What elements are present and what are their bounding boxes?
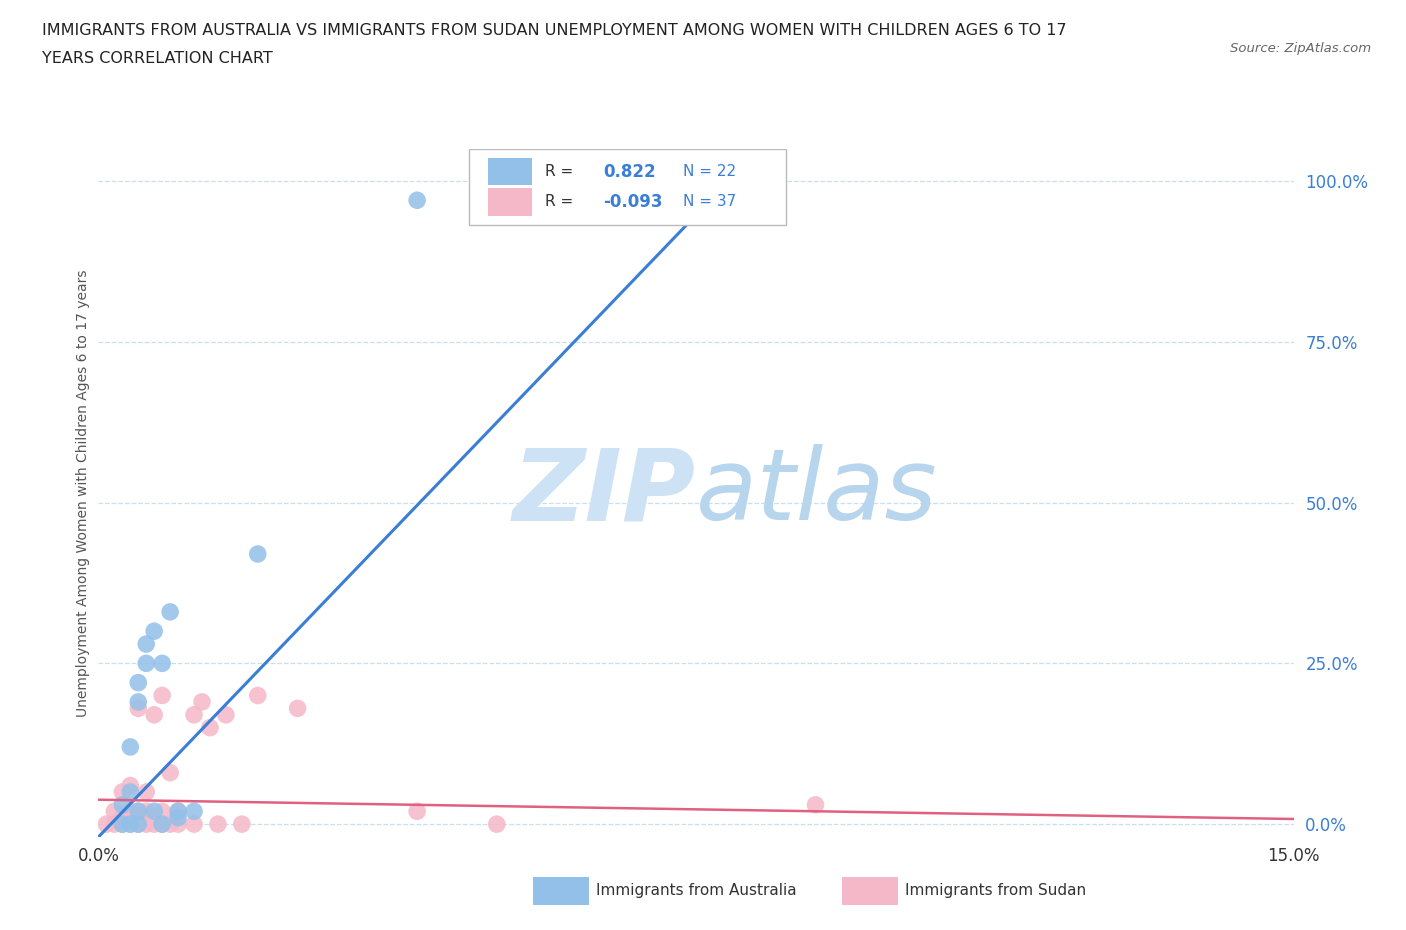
Point bbox=[135, 804, 157, 818]
Point bbox=[127, 675, 149, 690]
Point bbox=[135, 785, 157, 800]
Point bbox=[159, 817, 181, 831]
Point bbox=[183, 804, 205, 818]
Point bbox=[167, 810, 190, 825]
Point bbox=[246, 547, 269, 562]
Point bbox=[143, 804, 166, 818]
Point bbox=[198, 720, 221, 735]
Point bbox=[111, 817, 134, 831]
Text: Source: ZipAtlas.com: Source: ZipAtlas.com bbox=[1230, 42, 1371, 55]
Text: Immigrants from Australia: Immigrants from Australia bbox=[596, 884, 797, 898]
Point bbox=[127, 804, 149, 818]
Point bbox=[111, 810, 134, 825]
Point bbox=[143, 624, 166, 639]
Point bbox=[191, 695, 214, 710]
Point bbox=[167, 804, 190, 818]
Point bbox=[120, 804, 142, 818]
Text: ZIP: ZIP bbox=[513, 445, 696, 541]
Point bbox=[111, 797, 134, 812]
Point bbox=[406, 804, 429, 818]
Point bbox=[96, 817, 118, 831]
Point bbox=[150, 817, 173, 831]
Point bbox=[120, 785, 142, 800]
Point bbox=[183, 708, 205, 723]
Point bbox=[120, 778, 142, 793]
Point bbox=[167, 817, 190, 831]
Point bbox=[485, 817, 508, 831]
Point bbox=[127, 817, 149, 831]
Text: 0.822: 0.822 bbox=[603, 163, 655, 180]
Point bbox=[127, 695, 149, 710]
Point bbox=[246, 688, 269, 703]
Point bbox=[724, 174, 747, 189]
Point bbox=[127, 701, 149, 716]
Point bbox=[135, 656, 157, 671]
Text: -0.093: -0.093 bbox=[603, 193, 662, 211]
Point bbox=[120, 817, 142, 831]
Point bbox=[159, 604, 181, 619]
Point bbox=[120, 739, 142, 754]
Point bbox=[135, 637, 157, 652]
Point bbox=[231, 817, 253, 831]
Point bbox=[120, 817, 142, 831]
Point bbox=[150, 817, 173, 831]
Text: N = 37: N = 37 bbox=[683, 194, 737, 209]
Point bbox=[215, 708, 238, 723]
Point bbox=[111, 817, 134, 831]
Point bbox=[207, 817, 229, 831]
Point bbox=[150, 688, 173, 703]
Point bbox=[287, 701, 309, 716]
Point bbox=[143, 708, 166, 723]
Point bbox=[135, 817, 157, 831]
Point bbox=[103, 817, 125, 831]
Point bbox=[143, 817, 166, 831]
Point bbox=[127, 804, 149, 818]
Point bbox=[804, 797, 827, 812]
Text: YEARS CORRELATION CHART: YEARS CORRELATION CHART bbox=[42, 51, 273, 66]
FancyBboxPatch shape bbox=[488, 158, 533, 185]
Point bbox=[406, 193, 429, 207]
Text: R =: R = bbox=[546, 194, 574, 209]
Y-axis label: Unemployment Among Women with Children Ages 6 to 17 years: Unemployment Among Women with Children A… bbox=[76, 269, 90, 717]
Point bbox=[111, 785, 134, 800]
FancyBboxPatch shape bbox=[470, 149, 786, 224]
FancyBboxPatch shape bbox=[488, 188, 533, 216]
Text: IMMIGRANTS FROM AUSTRALIA VS IMMIGRANTS FROM SUDAN UNEMPLOYMENT AMONG WOMEN WITH: IMMIGRANTS FROM AUSTRALIA VS IMMIGRANTS … bbox=[42, 23, 1067, 38]
Point bbox=[103, 804, 125, 818]
Point bbox=[127, 810, 149, 825]
Point bbox=[167, 804, 190, 818]
Text: N = 22: N = 22 bbox=[683, 164, 735, 179]
Point bbox=[127, 817, 149, 831]
Text: R =: R = bbox=[546, 164, 574, 179]
Point bbox=[183, 817, 205, 831]
Point bbox=[150, 804, 173, 818]
Text: atlas: atlas bbox=[696, 445, 938, 541]
Text: Immigrants from Sudan: Immigrants from Sudan bbox=[905, 884, 1087, 898]
Point bbox=[159, 765, 181, 780]
Point bbox=[150, 656, 173, 671]
